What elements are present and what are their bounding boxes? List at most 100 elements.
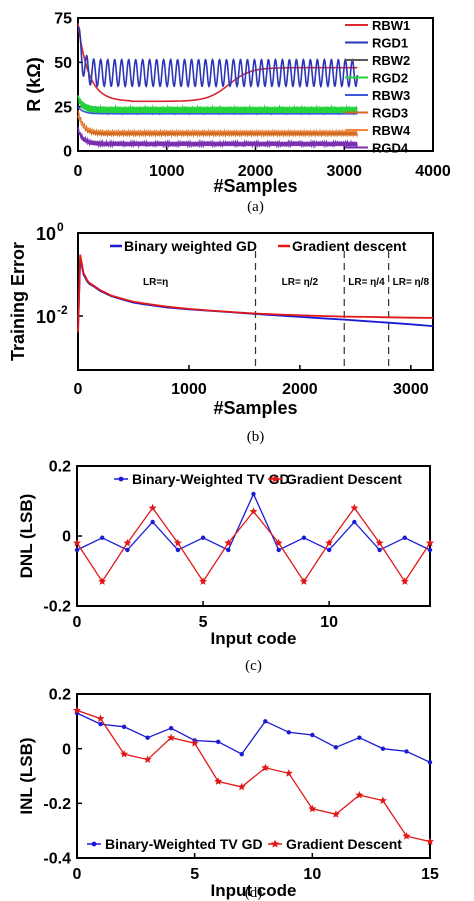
- data-point: [168, 725, 174, 731]
- y-tick-base: 10: [36, 224, 56, 244]
- x-tick-label: 10: [303, 866, 321, 883]
- legend-marker: [270, 839, 280, 848]
- plot-frame: [76, 693, 431, 859]
- legend-label: RBW4: [372, 123, 411, 138]
- data-point: [249, 507, 258, 515]
- y-axis-label: INL (LSB): [17, 737, 36, 814]
- data-point: [175, 547, 181, 553]
- data-point: [378, 796, 387, 804]
- data-point: [350, 503, 359, 512]
- data-point: [98, 721, 103, 727]
- data-point: [216, 739, 221, 745]
- data-point: [333, 745, 339, 750]
- legend-label: Gradient Descent: [286, 471, 402, 487]
- legend-label: RGD3: [372, 106, 408, 121]
- data-point: [400, 577, 409, 585]
- lr-annotation: LR=η: [143, 277, 168, 288]
- data-point: [286, 730, 291, 735]
- data-point: [402, 831, 411, 840]
- x-tick-label: 0: [73, 866, 82, 883]
- legend-label: Binary-Weighted TV GD: [105, 836, 263, 852]
- y-tick-exponent: -2: [57, 303, 68, 317]
- x-axis-label: Input code: [211, 629, 297, 648]
- legend-marker: [91, 841, 97, 847]
- series-line-rbw4: [77, 115, 358, 133]
- lr-annotation: LR= η/8: [393, 277, 430, 288]
- data-point: [326, 547, 332, 553]
- x-tick-label: 2000: [238, 163, 274, 180]
- legend-label: Binary weighted GD: [124, 238, 257, 254]
- series-line-rgd1: [77, 26, 359, 89]
- data-point: [120, 749, 129, 758]
- data-point: [251, 491, 256, 497]
- data-point: [402, 535, 407, 540]
- legend-marker: [118, 476, 124, 482]
- data-point: [380, 746, 386, 751]
- y-tick-label: -0.2: [43, 796, 71, 813]
- data-point: [98, 577, 107, 585]
- figure-caption: (d): [245, 885, 263, 901]
- data-point: [375, 538, 384, 547]
- x-axis-label: #Samples: [213, 176, 297, 196]
- data-point: [261, 763, 270, 772]
- y-tick-label: 0: [62, 741, 71, 758]
- x-tick-label: 0: [73, 614, 82, 631]
- y-tick-label: 75: [54, 11, 72, 28]
- data-point: [237, 782, 246, 791]
- x-tick-label: 10: [320, 614, 338, 631]
- chart-panel-d: 0 5 10 15 -0.4 -0.2 0 0.2 Input code INL (LSB) (d)…: [17, 687, 439, 901]
- y-tick-label: 25: [54, 99, 72, 116]
- x-tick-label: 5: [190, 866, 199, 883]
- data-point: [145, 735, 150, 740]
- figure-caption: (b): [247, 429, 265, 445]
- legend-label: Gradient descent: [292, 238, 407, 254]
- y-axis-label: Training Error: [8, 242, 28, 361]
- data-point: [331, 810, 340, 818]
- series-line-rgd4: [77, 125, 359, 149]
- data-point: [427, 547, 433, 553]
- figure-caption: (a): [247, 199, 264, 215]
- data-point: [100, 535, 105, 540]
- data-point: [263, 719, 268, 724]
- data-point: [123, 538, 132, 547]
- data-point: [214, 777, 223, 785]
- legend-label: Gradient Descent: [286, 836, 402, 852]
- x-tick-label: 1000: [149, 163, 185, 180]
- y-tick-base: 10: [36, 307, 56, 327]
- data-point: [73, 538, 81, 547]
- x-tick-label: 0: [74, 163, 83, 180]
- x-tick-label: 15: [421, 866, 439, 883]
- data-point: [427, 760, 433, 765]
- lr-annotation: LR= η/2: [282, 277, 319, 288]
- x-tick-label: 4000: [415, 163, 451, 180]
- data-point: [284, 769, 293, 777]
- chart-panel-b: 0 1000 2000 3000 #Samples Training Error (b) 10…: [8, 220, 434, 445]
- data-point: [226, 547, 231, 553]
- series-line-rbw3: [77, 106, 358, 115]
- y-tick-label: 50: [54, 55, 72, 72]
- y-axis-label: R (kΩ): [24, 57, 44, 111]
- data-point: [96, 714, 105, 722]
- data-point: [299, 577, 308, 585]
- legend-label: RGD2: [372, 71, 408, 86]
- x-tick-label: 5: [199, 614, 208, 631]
- data-point: [125, 547, 130, 553]
- x-axis-label: Input code: [211, 881, 297, 900]
- legend-label: Binary-Weighted TV GD: [132, 471, 290, 487]
- x-tick-label: 3000: [326, 163, 362, 180]
- data-point: [73, 706, 81, 714]
- data-point: [308, 804, 317, 813]
- data-point: [121, 724, 127, 729]
- series-line-binary-weighted-tv-gd: [76, 492, 431, 551]
- series-line-binary-weighted-tv-gd: [76, 712, 431, 763]
- data-point: [150, 519, 155, 525]
- data-point: [377, 547, 382, 553]
- chart-panel-a: 0 1000 2000 3000 4000 0 25 50 75 #Samples R (kΩ) (a…: [24, 11, 451, 215]
- data-point: [190, 739, 199, 747]
- data-point: [404, 749, 409, 754]
- data-point: [276, 547, 281, 553]
- y-tick-label: -0.4: [43, 851, 71, 868]
- data-point: [355, 790, 364, 799]
- legend-label: RGD1: [372, 36, 408, 51]
